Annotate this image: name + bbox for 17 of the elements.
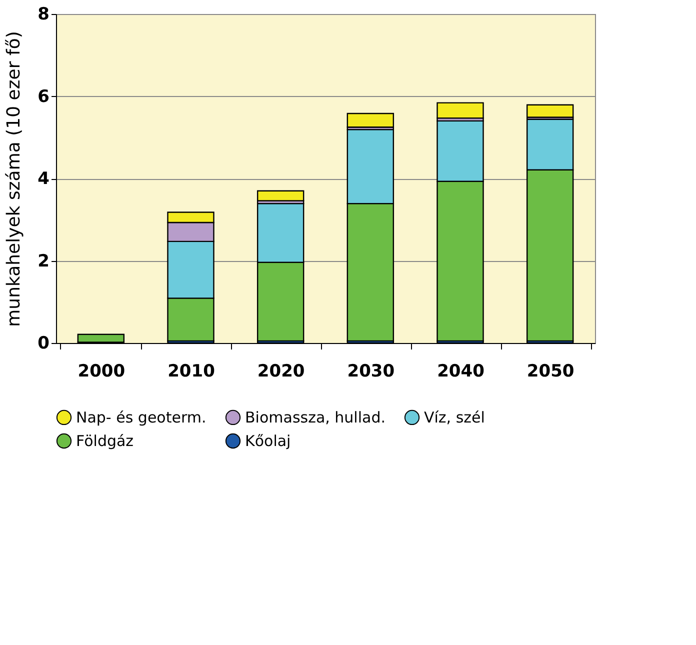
y-tick-label: 8 — [38, 4, 50, 24]
y-tick-label: 0 — [38, 334, 50, 354]
x-tick-label: 2040 — [437, 362, 485, 382]
x-tick-label: 2020 — [257, 362, 305, 382]
legend-label: Földgáz — [76, 432, 134, 450]
legend-label: Nap- és geoterm. — [76, 408, 206, 426]
x-tick-label: 2050 — [526, 362, 574, 382]
x-tick-label: 2010 — [168, 362, 216, 382]
y-tick-label: 6 — [38, 86, 50, 107]
y-axis-title: munkahelyek száma (10 ezer fő) — [4, 31, 25, 327]
legend-label: Kőolaj — [245, 432, 291, 450]
x-tick-label: 2030 — [347, 362, 395, 382]
legend-label: Víz, szél — [424, 408, 485, 426]
legend-label: Biomassza, hullad. — [245, 408, 386, 426]
y-tick-label: 4 — [38, 169, 50, 189]
y-tick-label: 2 — [38, 251, 50, 272]
x-tick-label: 2000 — [78, 362, 126, 382]
